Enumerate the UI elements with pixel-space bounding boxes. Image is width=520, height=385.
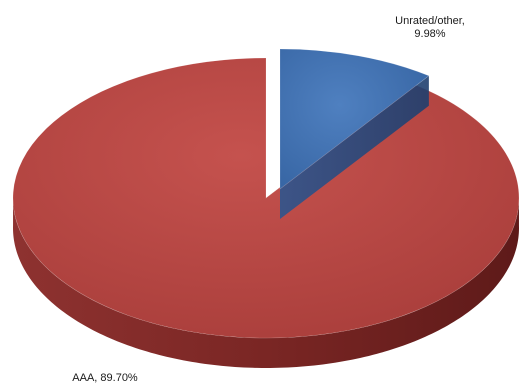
slice-label-unrated-line1: Unrated/other, (395, 15, 465, 27)
slice-wall-unrated-other-1 (280, 75, 429, 219)
slice-top-unrated-other (279, 48, 430, 190)
slice-label-aaa: AAA, 89.70% (72, 372, 138, 384)
slice-top-aaa (12, 57, 520, 339)
slice-label-unrated-line2: 9.98% (414, 28, 445, 40)
slice-side-aaa (13, 195, 519, 368)
